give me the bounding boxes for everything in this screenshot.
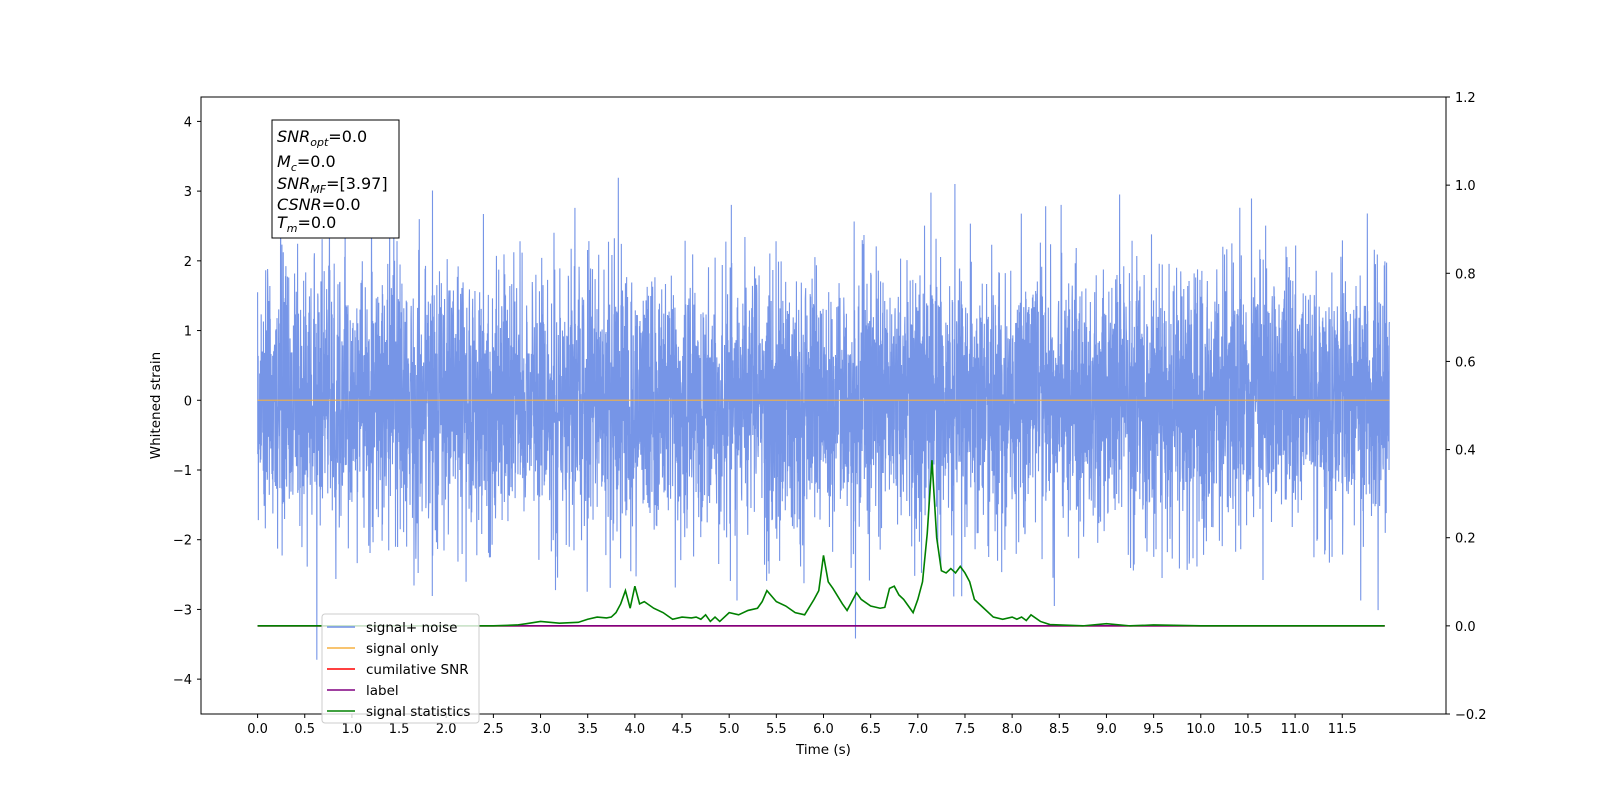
x-tick-label: 6.0 bbox=[813, 722, 834, 737]
x-tick-label: 2.5 bbox=[483, 722, 504, 737]
y-tick-label: 1 bbox=[184, 325, 192, 340]
x-tick-label: 5.0 bbox=[719, 722, 740, 737]
x-tick-label: 4.5 bbox=[672, 722, 693, 737]
x-axis-title: Time (s) bbox=[795, 742, 851, 758]
y2-tick-label: 1.2 bbox=[1455, 91, 1476, 106]
x-tick-label: 8.0 bbox=[1002, 722, 1023, 737]
x-tick-label: 0.0 bbox=[247, 722, 268, 737]
x-axis: 0.0 0.5 1.0 1.5 2.0 2.5 3.0 3.5 4.0 4.5 5.0 5.5 6.0 6… bbox=[247, 714, 1357, 737]
series-signal-plus-noise bbox=[257, 165, 1390, 660]
y-axis-title: Whitened strain bbox=[148, 352, 164, 459]
annotation-csnr: CSNR=0.0 bbox=[277, 195, 361, 214]
y2-tick-label: 0.8 bbox=[1455, 267, 1476, 282]
x-tick-label: 6.5 bbox=[860, 722, 881, 737]
x-tick-label: 1.0 bbox=[342, 722, 363, 737]
y2-tick-label: 0.4 bbox=[1455, 444, 1476, 459]
x-tick-label: 10.5 bbox=[1233, 722, 1262, 737]
annotation-frame bbox=[271, 119, 400, 239]
legend-label-signal-statistics: signal statistics bbox=[366, 704, 470, 720]
x-tick-label: 11.5 bbox=[1328, 722, 1357, 737]
annotation-chirp-mass: Mc=0.0 bbox=[277, 152, 336, 174]
annotation-tm: Tm=0.0 bbox=[277, 213, 336, 235]
x-tick-label: 9.0 bbox=[1096, 722, 1117, 737]
y-tick-label: −2 bbox=[173, 534, 192, 549]
x-tick-label: 9.5 bbox=[1143, 722, 1164, 737]
annotation-snr-mf: SNRMF=[3.97] bbox=[277, 174, 388, 196]
x-tick-label: 10.0 bbox=[1186, 722, 1215, 737]
x-tick-label: 4.0 bbox=[625, 722, 646, 737]
y-tick-label: 4 bbox=[184, 115, 192, 130]
legend-label-signal-only: signal only bbox=[366, 641, 439, 657]
y-axis-right: 1.2 1.0 0.8 0.6 0.4 0.2 0.0 −0.2 bbox=[1446, 91, 1487, 723]
y2-tick-label: 1.0 bbox=[1455, 179, 1476, 194]
y-tick-label: 0 bbox=[184, 394, 192, 409]
y-axis-left: 4 3 2 1 0 −1 −2 −3 −4 bbox=[173, 115, 201, 688]
legend-frame bbox=[321, 613, 480, 724]
x-tick-label: 8.5 bbox=[1049, 722, 1070, 737]
x-tick-label: 11.0 bbox=[1281, 722, 1310, 737]
y-tick-label: 2 bbox=[184, 255, 192, 270]
x-tick-label: 0.5 bbox=[294, 722, 315, 737]
annotation-snr-opt: SNRopt=0.0 bbox=[277, 127, 367, 149]
signal-statistics-line bbox=[257, 460, 1385, 627]
x-tick-label: 3.0 bbox=[530, 722, 551, 737]
y2-tick-label: 0.0 bbox=[1455, 620, 1476, 635]
x-tick-label: 5.5 bbox=[766, 722, 787, 737]
x-tick-label: 1.5 bbox=[389, 722, 410, 737]
x-tick-label: 2.0 bbox=[436, 722, 457, 737]
y-tick-label: −3 bbox=[173, 603, 192, 618]
signal-plus-noise-line bbox=[257, 165, 1390, 660]
y-tick-label: 3 bbox=[184, 185, 192, 200]
legend-label-cumilative-snr: cumilative SNR bbox=[366, 662, 469, 678]
x-tick-label: 3.5 bbox=[577, 722, 598, 737]
y2-tick-label: 0.6 bbox=[1455, 355, 1476, 370]
legend-label-label: label bbox=[366, 683, 399, 699]
x-tick-label: 7.5 bbox=[955, 722, 976, 737]
y-tick-label: −4 bbox=[173, 673, 192, 688]
y2-tick-label: 0.2 bbox=[1455, 532, 1476, 547]
legend-label-signal-noise: signal+ noise bbox=[366, 620, 457, 636]
y2-tick-label: −0.2 bbox=[1455, 708, 1487, 723]
metrics-annotation-box: SNRopt=0.0 Mc=0.0 SNRMF=[3.97] CSNR=0.0 … bbox=[271, 119, 400, 239]
x-tick-label: 7.0 bbox=[907, 722, 928, 737]
legend: signal+ noise signal only cumilative SNR la… bbox=[321, 613, 480, 724]
y-tick-label: −1 bbox=[173, 464, 192, 479]
